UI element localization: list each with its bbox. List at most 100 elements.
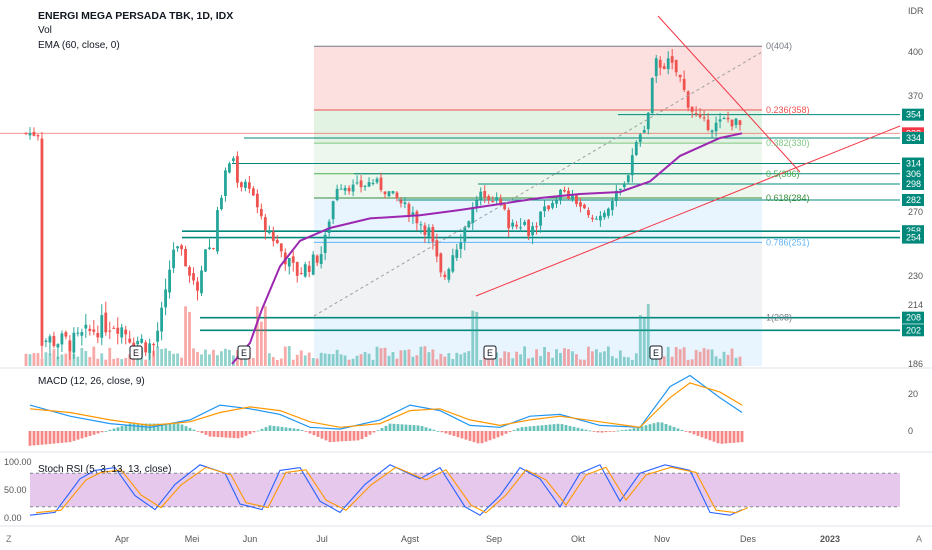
macd-histogram-bar [256, 430, 260, 432]
volume-bar [698, 351, 702, 366]
auto-scale-icon[interactable]: A [916, 534, 923, 544]
symbol-title[interactable]: ENERGI MEGA PERSADA TBK, 1D, IDX [38, 10, 234, 22]
candle-body [56, 344, 60, 348]
volume-bar [642, 318, 646, 366]
volume-bar [714, 356, 718, 366]
macd-histogram-bar [536, 425, 540, 431]
zoom-icon[interactable]: Z [6, 534, 12, 544]
macd-tick: 0 [908, 426, 913, 436]
volume-bar [507, 352, 511, 366]
macd-histogram-bar [524, 426, 528, 431]
volume-bar [638, 315, 642, 366]
macd-histogram-bar [564, 424, 568, 431]
volume-bar [52, 349, 56, 366]
macd-histogram-bar [676, 428, 680, 431]
macd-histogram-bar [484, 431, 488, 442]
time-axis[interactable]: Apr Mei Jun Jul Agst Sep Okt Nov Des 2023 [115, 534, 840, 544]
volume-bar [216, 355, 219, 366]
macd-histogram-bar [708, 431, 712, 441]
candle-body [650, 77, 654, 114]
candle-body [455, 249, 459, 258]
candle-body [355, 182, 359, 184]
volume-legend[interactable]: Vol [38, 25, 52, 36]
candle-body [32, 131, 36, 136]
volume-bar [80, 347, 84, 366]
macd-histogram-bar [276, 426, 280, 431]
support-resistance-lines [0, 114, 900, 332]
candle-body [503, 204, 507, 210]
macd-legend[interactable]: MACD (12, 26, close, 9) [38, 376, 145, 387]
candle-body [383, 191, 387, 195]
volume-bar [44, 352, 48, 366]
volume-bar [156, 346, 160, 366]
candles[interactable] [24, 49, 742, 360]
earnings-marker: E [129, 345, 143, 360]
price-axis[interactable]: 400370334298270230214186IDR3543383343143… [902, 6, 924, 369]
candle-body [239, 182, 243, 188]
volume-bar [587, 346, 590, 366]
candle-body [714, 122, 718, 132]
candle-body [726, 117, 730, 120]
volume-bar [172, 353, 175, 366]
macd-histogram-bar [464, 431, 468, 440]
candle-body [184, 248, 187, 267]
price-badge-text: 334 [906, 133, 921, 143]
volume-bar [24, 353, 28, 366]
candle-body [363, 185, 367, 187]
volume-bar [479, 359, 483, 366]
macd-histogram-bar [608, 431, 612, 432]
volume-bar [267, 353, 271, 366]
candle-body [44, 340, 48, 342]
macd-histogram-bar [76, 431, 80, 440]
volume-bar [331, 354, 335, 366]
price-badge-bg [902, 311, 924, 324]
macd-histogram-bar [312, 431, 316, 436]
stoch-tick: 100.00 [4, 457, 32, 467]
volume-bar [196, 352, 199, 366]
candle-body [710, 130, 714, 133]
price-badge: 334 [902, 132, 924, 144]
macd-pane[interactable]: 20 0 [28, 374, 918, 446]
volume-bar [463, 352, 467, 366]
stoch-legend[interactable]: Stoch RSI (5, 3, 13, 13, close) [38, 464, 172, 475]
price-badge-text: 282 [906, 195, 921, 205]
candle-body [523, 221, 527, 225]
macd-histogram-bar [448, 431, 452, 435]
candle-body [104, 312, 108, 333]
candle-body [379, 177, 383, 190]
volume-bar [343, 355, 347, 366]
macd-histogram-bar [196, 431, 200, 432]
candle-body [686, 91, 690, 108]
volume-bar [682, 347, 686, 366]
volume-bar [595, 349, 598, 366]
macd-histogram-bar [304, 431, 308, 432]
macd-histogram-bar [56, 431, 60, 444]
volume-bar [491, 358, 495, 366]
macd-histogram-bar [516, 428, 520, 431]
stoch-rsi-pane[interactable]: 100.00 50.00 0.00 [4, 457, 900, 523]
candle-body [722, 118, 726, 120]
macd-histogram-bar [368, 431, 372, 435]
volume-bar [722, 351, 726, 366]
macd-histogram-bar [160, 423, 164, 431]
candle-body [216, 210, 219, 252]
ema-legend[interactable]: EMA (60, close, 0) [38, 40, 120, 51]
price-badge-text: 314 [906, 159, 921, 169]
macd-histogram-bar [444, 431, 448, 434]
macd-histogram-bar [228, 431, 232, 438]
candle-body [339, 188, 343, 190]
macd-histogram-bar [588, 430, 592, 432]
candle-body [634, 142, 638, 156]
candle-body [40, 138, 44, 346]
macd-histogram-bar [720, 431, 724, 444]
volume-bar [407, 349, 411, 366]
volume-bar [188, 311, 191, 366]
candle-body [128, 338, 132, 343]
volume-bar [575, 354, 578, 366]
macd-histogram-bar [100, 431, 104, 433]
price-badge: 314 [902, 157, 924, 170]
macd-histogram-bar [172, 423, 176, 431]
volume-bar [511, 358, 515, 366]
candle-body [299, 272, 303, 274]
